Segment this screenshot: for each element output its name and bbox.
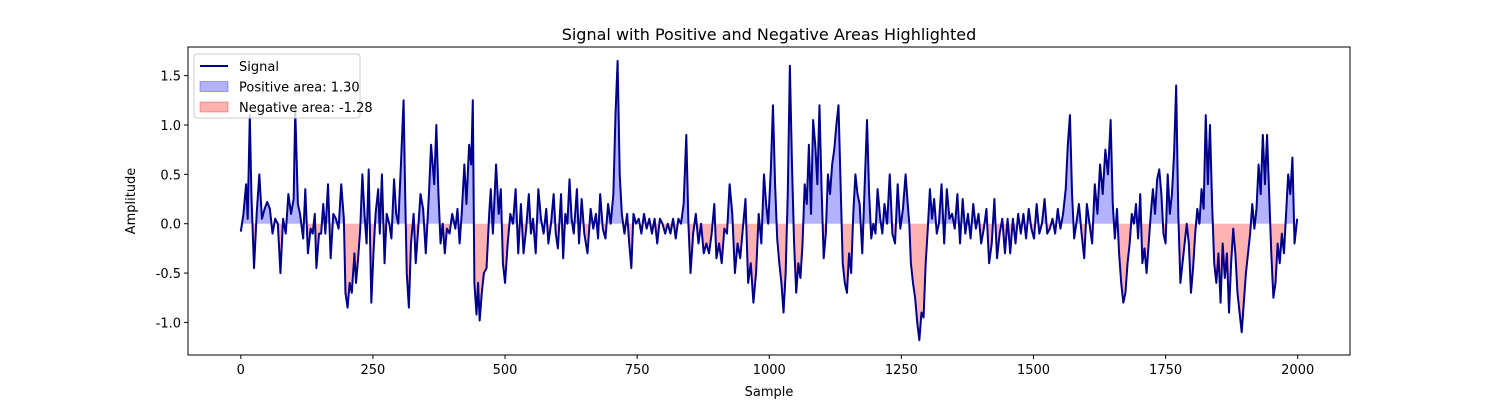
chart-title: Signal with Positive and Negative Areas … xyxy=(562,25,977,44)
x-tick-label: 1250 xyxy=(885,363,918,378)
legend-label: Positive area: 1.30 xyxy=(239,81,360,96)
x-tick-label: 2000 xyxy=(1281,363,1314,378)
legend-swatch xyxy=(199,81,229,92)
signal-line xyxy=(239,59,1299,342)
y-tick-label: -1.0 xyxy=(156,316,181,331)
x-tick-label: 1750 xyxy=(1149,363,1182,378)
legend-label: Negative area: -1.28 xyxy=(239,101,373,116)
x-tick-label: 1500 xyxy=(1017,363,1050,378)
legend-box xyxy=(193,53,361,119)
legend-label: Signal xyxy=(239,60,279,75)
x-tick-label: 250 xyxy=(361,363,386,378)
x-tick-label: 750 xyxy=(625,363,650,378)
legend-swatch xyxy=(199,101,229,113)
x-tick-label: 1000 xyxy=(753,363,786,378)
y-tick-label: -0.5 xyxy=(156,267,181,282)
plot-frame xyxy=(187,46,1351,356)
y-tick-label: 0.5 xyxy=(160,168,181,183)
y-tick-label: 1.5 xyxy=(160,70,181,85)
x-tick-label: 500 xyxy=(493,363,518,378)
x-tick-label: 0 xyxy=(237,363,245,378)
fill-area xyxy=(240,223,1297,341)
y-axis-label: Amplitude xyxy=(124,168,139,235)
y-tick-label: 0.0 xyxy=(160,218,181,233)
y-tick-label: 1.0 xyxy=(160,119,181,134)
x-axis-label: Sample xyxy=(745,385,794,400)
